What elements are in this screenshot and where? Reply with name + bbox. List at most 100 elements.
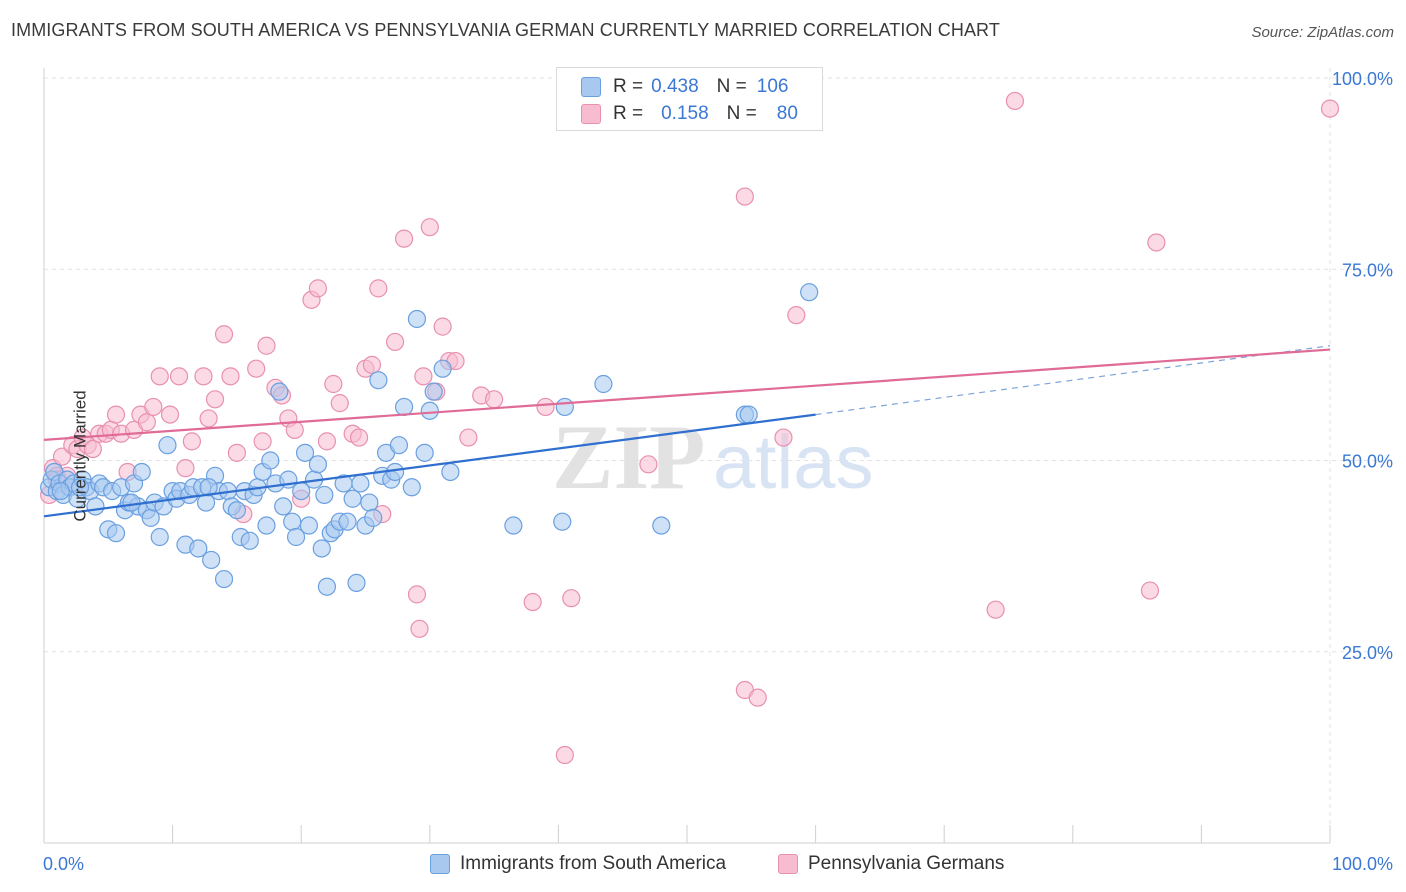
data-point-south-america <box>122 493 141 512</box>
data-point-south-america <box>295 443 315 462</box>
data-point-pennsylvania-germans <box>536 397 555 417</box>
trend-line-south-america <box>43 413 816 518</box>
data-point-south-america <box>261 451 280 470</box>
data-point-pennsylvania-germans <box>257 336 276 355</box>
legend-n-label: N = <box>716 76 747 97</box>
data-point-south-america <box>150 527 169 547</box>
data-point-south-america <box>441 462 460 482</box>
bottom-legend-swatch-blue <box>430 854 450 874</box>
data-point-pennsylvania-germans <box>324 374 343 394</box>
data-point-pennsylvania-germans <box>414 367 433 386</box>
data-point-south-america <box>407 309 427 329</box>
data-point-south-america <box>739 405 758 424</box>
legend-swatch-blue <box>581 77 601 97</box>
data-point-pennsylvania-germans <box>308 279 328 298</box>
data-point-pennsylvania-germans <box>169 367 189 386</box>
data-point-pennsylvania-germans <box>986 600 1005 619</box>
data-point-south-america <box>594 374 613 394</box>
data-point-pennsylvania-germans <box>160 405 180 424</box>
data-point-pennsylvania-germans <box>748 688 767 707</box>
data-point-south-america <box>555 397 574 417</box>
data-point-pennsylvania-germans <box>787 306 806 325</box>
data-point-pennsylvania-germans <box>385 332 405 352</box>
tick-labels: 25.0% 50.0% 75.0% 100.0% 0.0% 100.0% <box>43 69 1393 874</box>
data-point-south-america <box>283 512 302 531</box>
data-point-south-america <box>315 485 334 505</box>
data-point-south-america <box>51 482 70 501</box>
data-point-south-america <box>402 478 421 497</box>
data-point-south-america <box>199 478 218 497</box>
bottom-legend-label: Pennsylvania Germans <box>808 853 1005 874</box>
data-point-south-america <box>504 516 523 535</box>
legend-row-south-america: R = 0.438 N = 106 <box>581 76 788 98</box>
data-point-pennsylvania-germans <box>285 420 304 439</box>
data-point-pennsylvania-germans <box>199 409 218 428</box>
data-point-pennsylvania-germans <box>562 589 581 608</box>
data-point-south-america <box>800 283 819 302</box>
bottom-legend-south-america: Immigrants from South America <box>430 852 726 876</box>
data-point-south-america <box>286 527 306 547</box>
legend-row-pennsylvania-germans: R = 0.158 N = 80 <box>581 103 798 125</box>
data-point-pennsylvania-germans <box>774 428 793 447</box>
data-point-pennsylvania-germans <box>362 355 382 374</box>
data-point-south-america <box>389 436 409 455</box>
data-point-south-america <box>202 550 221 570</box>
data-point-pennsylvania-germans <box>407 585 427 604</box>
data-point-south-america <box>299 516 319 535</box>
data-point-pennsylvania-germans <box>176 459 195 478</box>
data-point-south-america <box>240 531 259 550</box>
data-point-south-america <box>317 577 337 596</box>
data-point-pennsylvania-germans <box>459 428 478 447</box>
data-point-south-america <box>553 512 572 531</box>
trend-line-south-america-extension <box>815 345 1331 416</box>
data-point-pennsylvania-germans <box>137 413 156 432</box>
bottom-legend-swatch-pink <box>778 854 798 874</box>
y-tick-label: 50.0% <box>1342 452 1393 472</box>
data-point-south-america <box>132 462 151 482</box>
data-point-pennsylvania-germans <box>317 432 337 451</box>
data-point-pennsylvania-germans <box>1140 581 1160 600</box>
data-point-pennsylvania-germans <box>182 432 201 451</box>
legend-n-value: 80 <box>776 103 798 124</box>
watermark-zip: ZIP <box>552 406 705 508</box>
data-point-south-america <box>360 493 379 512</box>
data-point-south-america <box>189 539 208 558</box>
data-point-south-america <box>394 397 414 417</box>
data-point-south-america <box>274 497 293 516</box>
data-point-pennsylvania-germans <box>1320 99 1340 118</box>
data-point-south-america <box>106 524 126 543</box>
y-tick-label: 25.0% <box>1342 643 1393 663</box>
trend-line-pennsylvania-germans <box>43 348 1331 441</box>
data-point-south-america <box>385 462 405 482</box>
data-point-pennsylvania-germans <box>227 443 246 462</box>
data-point-pennsylvania-germans <box>735 187 754 206</box>
data-point-south-america <box>652 516 671 535</box>
data-point-south-america <box>364 508 383 527</box>
bottom-legend-label: Immigrants from South America <box>460 853 727 874</box>
data-point-pennsylvania-germans <box>52 447 72 466</box>
x-tick-label: 0.0% <box>43 854 84 874</box>
legend-n-value: 106 <box>756 76 789 97</box>
data-point-south-america <box>227 501 246 520</box>
data-point-pennsylvania-germans <box>555 745 574 765</box>
data-point-south-america <box>338 512 357 531</box>
data-point-pennsylvania-germans <box>221 367 240 386</box>
data-point-pennsylvania-germans <box>369 279 388 298</box>
data-point-pennsylvania-germans <box>420 218 439 237</box>
y-axis-label: Currently Married <box>70 390 90 522</box>
data-point-pennsylvania-germans <box>194 367 213 386</box>
data-point-pennsylvania-germans <box>214 325 234 344</box>
data-point-south-america <box>424 382 443 401</box>
legend-n-label: N = <box>726 103 757 124</box>
legend: R = 0.438 N = 106 R = 0.158 N = 80 <box>556 67 823 131</box>
bottom-legend-pennsylvania-germans: Pennsylvania Germans <box>778 852 1004 876</box>
data-point-pennsylvania-germans <box>150 367 169 386</box>
data-point-south-america <box>351 474 370 493</box>
data-point-pennsylvania-germans <box>639 455 658 474</box>
data-point-south-america <box>214 569 234 589</box>
legend-r-label: R = <box>613 103 644 124</box>
data-point-south-america <box>433 359 452 378</box>
data-point-south-america <box>312 539 331 558</box>
x-tick-label: 100.0% <box>1332 854 1393 874</box>
